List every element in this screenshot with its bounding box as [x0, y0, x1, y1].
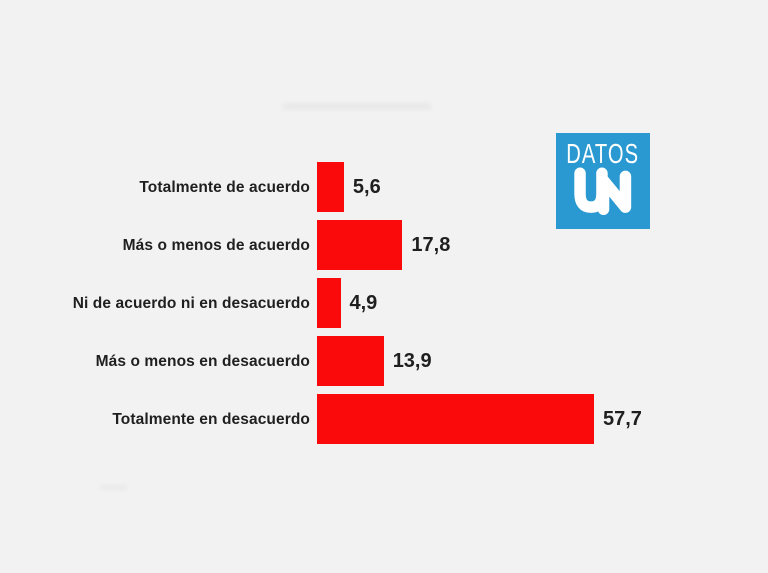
category-label: Totalmente de acuerdo [139, 178, 310, 196]
category-label: Totalmente en desacuerdo [112, 410, 310, 428]
bar [317, 162, 344, 212]
bar-row: Ni de acuerdo ni en desacuerdo 4,9 [0, 278, 768, 328]
logo-datos-text: DATOS [566, 138, 640, 169]
un-mark-icon [574, 167, 632, 215]
bar [317, 220, 403, 270]
value-label: 4,9 [349, 291, 378, 314]
category-label: Más o menos en desacuerdo [95, 352, 310, 370]
bar-row: Totalmente de acuerdo 5,6 [0, 162, 768, 212]
bar [317, 336, 384, 386]
value-label: 57,7 [603, 407, 642, 430]
bar-row: Totalmente en desacuerdo 57,7 [0, 394, 768, 444]
bar [317, 278, 341, 328]
category-label: Ni de acuerdo ni en desacuerdo [72, 294, 310, 312]
bar-row: Más o menos de acuerdo 17,8 [0, 220, 768, 270]
value-label: 5,6 [352, 175, 381, 198]
bar-row: Más o menos en desacuerdo 13,9 [0, 336, 768, 386]
datos-un-logo: DATOS [556, 133, 650, 229]
bar [317, 394, 594, 444]
value-label: 17,8 [411, 233, 451, 256]
artifact-smudge [100, 485, 128, 490]
value-label: 13,9 [392, 349, 432, 372]
category-label: Más o menos de acuerdo [122, 236, 310, 254]
bar-chart: Totalmente de acuerdo 5,6 Más o menos de a… [0, 162, 768, 452]
artifact-smudge [282, 103, 432, 110]
